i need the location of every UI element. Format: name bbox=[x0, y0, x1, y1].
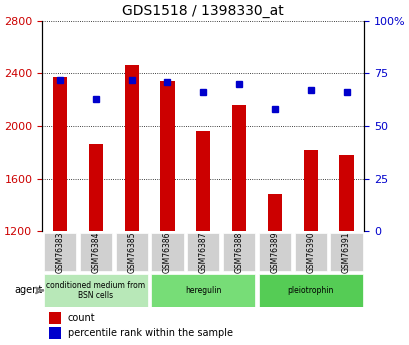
Text: percentile rank within the sample: percentile rank within the sample bbox=[68, 328, 232, 338]
Bar bbox=[303, 150, 317, 231]
FancyBboxPatch shape bbox=[115, 233, 147, 271]
Text: GSM76390: GSM76390 bbox=[306, 231, 315, 273]
Text: agent: agent bbox=[15, 285, 43, 295]
Text: heregulin: heregulin bbox=[185, 286, 221, 295]
Bar bbox=[124, 65, 139, 231]
Bar bbox=[196, 131, 210, 231]
FancyBboxPatch shape bbox=[44, 233, 76, 271]
Bar bbox=[49, 312, 61, 324]
Text: GSM76386: GSM76386 bbox=[163, 231, 172, 273]
Text: GSM76384: GSM76384 bbox=[91, 231, 100, 273]
Text: GSM76387: GSM76387 bbox=[198, 231, 207, 273]
FancyBboxPatch shape bbox=[187, 233, 219, 271]
FancyBboxPatch shape bbox=[258, 233, 290, 271]
FancyBboxPatch shape bbox=[44, 274, 147, 307]
FancyBboxPatch shape bbox=[80, 233, 112, 271]
Text: GSM76383: GSM76383 bbox=[55, 231, 64, 273]
Text: GSM76385: GSM76385 bbox=[127, 231, 136, 273]
FancyBboxPatch shape bbox=[222, 233, 255, 271]
FancyBboxPatch shape bbox=[151, 274, 255, 307]
Text: pleiotrophin: pleiotrophin bbox=[287, 286, 333, 295]
FancyBboxPatch shape bbox=[258, 274, 362, 307]
FancyBboxPatch shape bbox=[330, 233, 362, 271]
Bar bbox=[160, 81, 174, 231]
Bar bbox=[231, 105, 246, 231]
Text: GSM76388: GSM76388 bbox=[234, 231, 243, 273]
Bar bbox=[49, 327, 61, 339]
Text: GSM76389: GSM76389 bbox=[270, 231, 279, 273]
Bar bbox=[267, 194, 281, 231]
FancyBboxPatch shape bbox=[294, 233, 326, 271]
Bar bbox=[339, 155, 353, 231]
Bar bbox=[88, 144, 103, 231]
Text: count: count bbox=[68, 313, 95, 323]
Text: conditioned medium from
BSN cells: conditioned medium from BSN cells bbox=[46, 281, 145, 300]
Title: GDS1518 / 1398330_at: GDS1518 / 1398330_at bbox=[122, 4, 283, 18]
FancyBboxPatch shape bbox=[151, 233, 183, 271]
Bar bbox=[53, 77, 67, 231]
Text: GSM76391: GSM76391 bbox=[341, 231, 350, 273]
